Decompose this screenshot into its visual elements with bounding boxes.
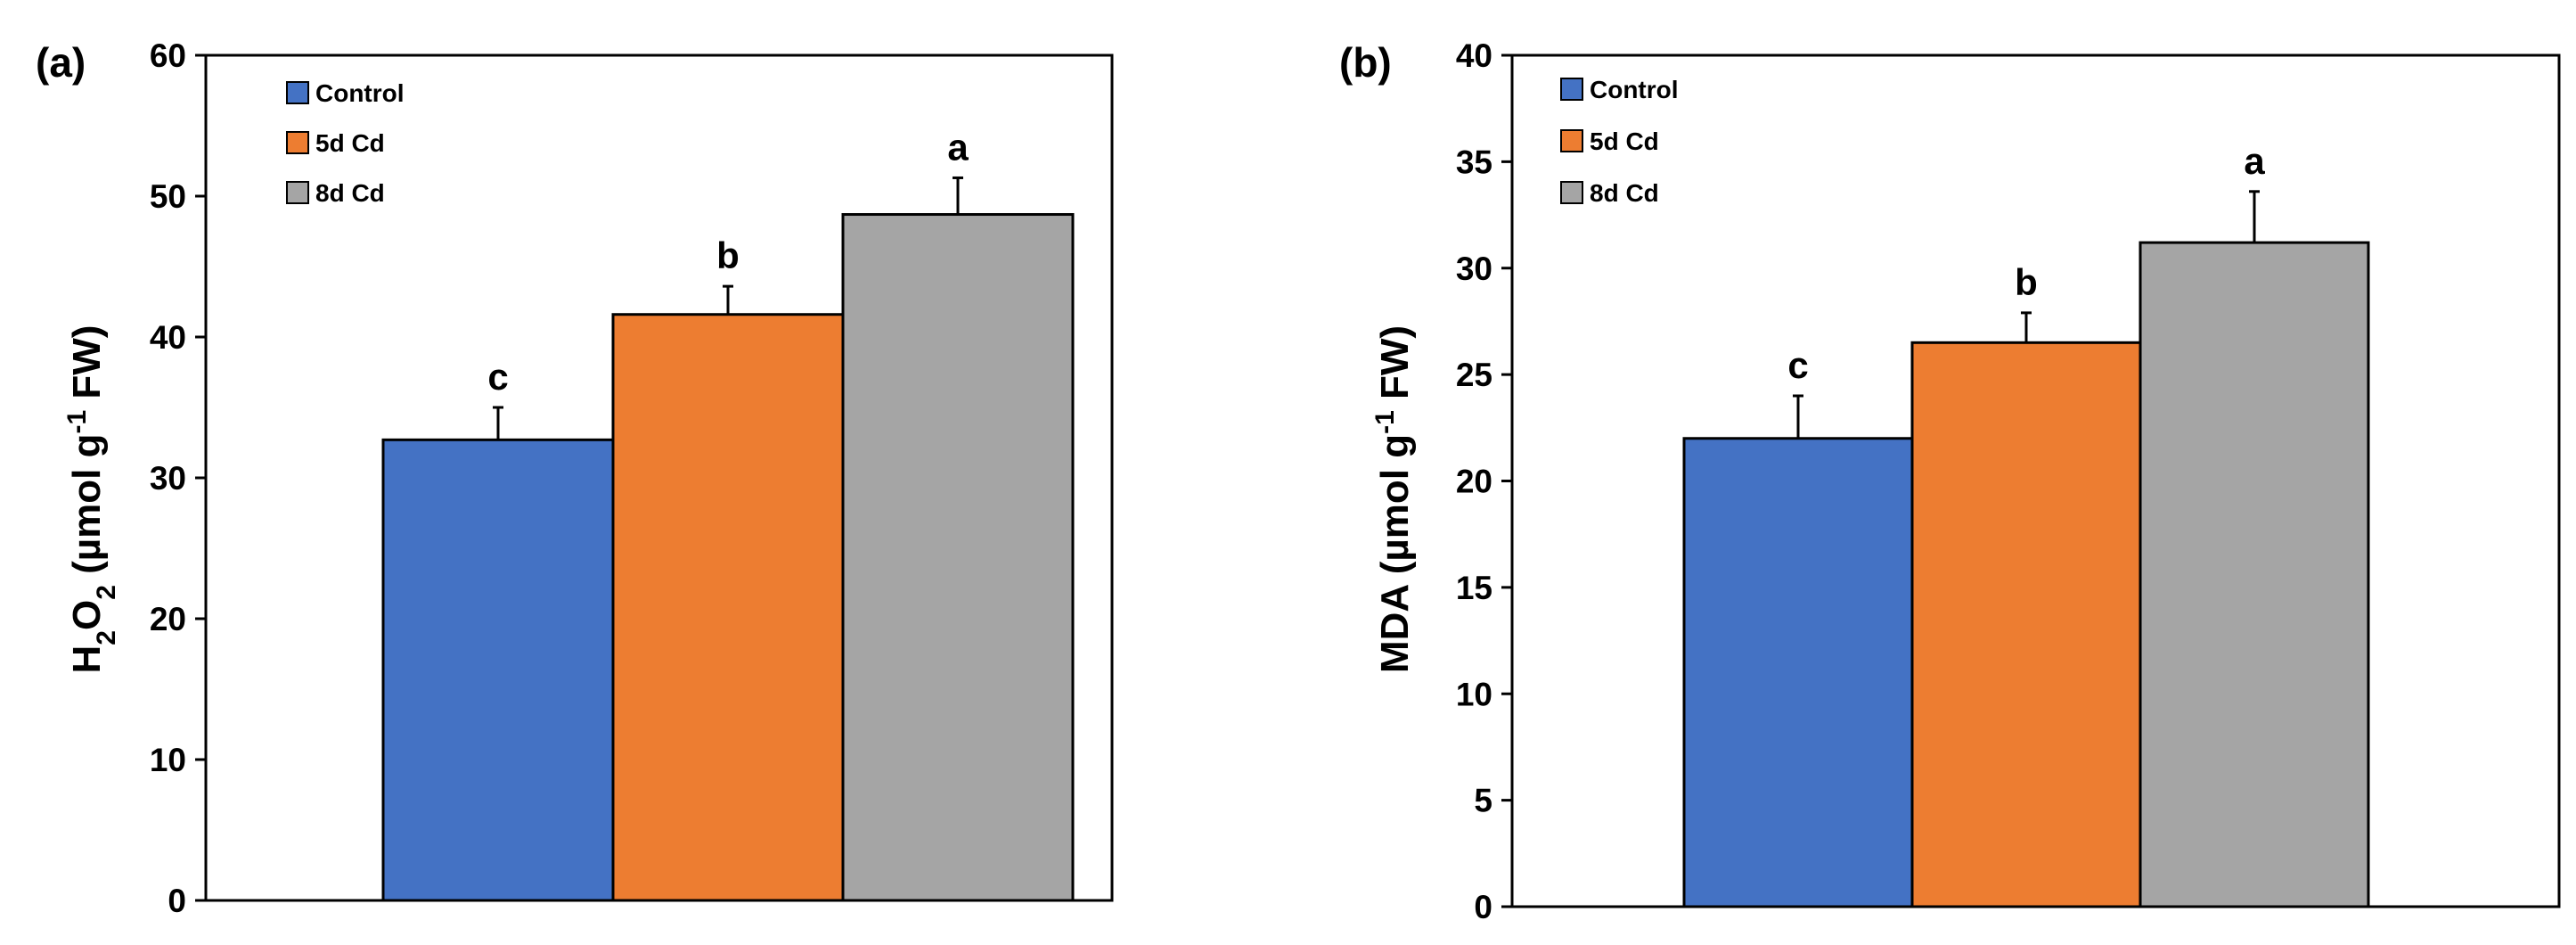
y-tick-label: 5 [1474,783,1492,819]
bars-b: c b a [1682,140,2370,908]
chart-panel-b: (b) MDA (µmol g-1 FW) 0 5 10 15 20 25 30 35 40 c… [1339,37,2561,925]
legend-label: Control [315,79,405,107]
bar-control [1682,437,1914,908]
y-axis-title-b: MDA (µmol g-1 FW) [1370,325,1418,673]
legend-label: 5d Cd [1590,127,1659,155]
y-tick-label: 40 [1456,37,1492,74]
panel-label-b: (b) [1339,39,1392,86]
y-tick-label: 60 [150,37,186,74]
legend-swatch [1560,129,1583,152]
bars-a: c b a [381,126,1075,902]
y-tick-label: 30 [1456,251,1492,287]
chart-panel-a: (a) H2O2 (µmol g-1 FW) 0 10 20 30 40 50 60 c b a… [36,37,1114,919]
y-ticks-a: 0 10 20 30 40 50 60 [150,37,206,919]
y-tick-label: 30 [150,460,186,497]
legend-a: Control 5d Cd 8d Cd [286,79,405,207]
legend-swatch [286,131,309,154]
significance-letter: a [2244,140,2265,182]
plot-frame-b [1510,53,2561,908]
legend-swatch [286,81,309,104]
legend-label: Control [1590,76,1679,103]
significance-letter: c [1787,344,1808,386]
y-tick-label: 0 [1474,889,1492,925]
y-tick-label: 15 [1456,570,1492,606]
bar-8d-cd [841,213,1075,902]
y-tick-label: 10 [150,742,186,778]
y-tick-label: 40 [150,319,186,356]
legend-swatch [1560,78,1583,101]
bar-5d-cd [1910,341,2142,908]
y-axis-title-a: H2O2 (µmol g-1 FW) [62,325,121,674]
legend-swatch [286,181,309,204]
y-tick-label: 0 [168,883,186,919]
bar-control [381,438,615,902]
significance-letter: a [947,126,969,168]
legend-label: 8d Cd [315,179,385,207]
bar-5d-cd [611,313,845,902]
y-tick-label: 10 [1456,676,1492,712]
bar-8d-cd [2138,241,2370,908]
significance-letter: c [487,356,508,398]
y-tick-label: 20 [150,601,186,637]
panel-label-a: (a) [36,39,86,86]
legend-b: Control 5d Cd 8d Cd [1560,76,1679,207]
y-ticks-b: 0 5 10 15 20 25 30 35 40 [1456,37,1512,925]
y-tick-label: 20 [1456,464,1492,500]
legend-label: 8d Cd [1590,179,1659,207]
significance-letter: b [2015,261,2038,303]
significance-letter: b [716,234,740,276]
y-tick-label: 25 [1456,357,1492,393]
plot-frame-a [204,53,1114,902]
y-tick-label: 35 [1456,144,1492,180]
y-tick-label: 50 [150,178,186,215]
legend-label: 5d Cd [315,129,385,157]
legend-swatch [1560,181,1583,204]
